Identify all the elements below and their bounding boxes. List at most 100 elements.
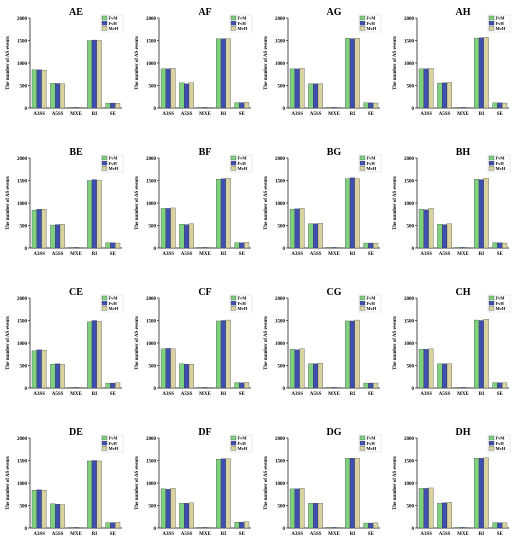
bar-mxe-fvh	[331, 527, 337, 529]
legend-swatch	[488, 26, 495, 31]
y-axis-label: The number of AS events	[393, 456, 398, 510]
x-tick-label: A5SS	[439, 252, 451, 257]
x-tick-label: A3SS	[420, 532, 432, 537]
y-tick-label: 1500	[275, 319, 286, 324]
y-tick-label: 500	[407, 84, 415, 89]
bar-mxe-fvm	[197, 527, 203, 529]
subplot-title: AF	[198, 7, 211, 18]
legend-swatch	[359, 295, 366, 301]
bar-a3ss-fvh	[294, 208, 300, 249]
y-tick-label: 0	[25, 527, 28, 532]
x-tick-label: RI	[92, 392, 98, 397]
y-tick-label: 2000	[146, 437, 157, 442]
x-tick-label: SE	[368, 112, 375, 117]
bar-ri-fvm	[87, 180, 93, 249]
y-tick-label: 1000	[404, 202, 415, 207]
legend-label: FvM	[496, 16, 506, 21]
y-tick-label: 2000	[146, 157, 157, 162]
y-tick-label: 500	[407, 224, 415, 229]
legend-swatch	[230, 435, 237, 441]
bar-ri-fvh	[220, 38, 226, 109]
bar-ri-fvh	[349, 458, 355, 529]
y-tick-label: 2000	[17, 157, 28, 162]
bar-a5ss-fvh	[313, 223, 319, 249]
y-tick-label: 1500	[146, 39, 157, 44]
x-tick-label: A3SS	[420, 112, 432, 117]
bar-se-fvh	[368, 522, 374, 529]
bar-a3ss-mvh	[170, 488, 176, 529]
legend-label: MvH	[496, 446, 506, 451]
y-tick-label: 0	[25, 107, 28, 112]
bar-ri-fvm	[474, 179, 480, 249]
y-tick-label: 2000	[404, 437, 415, 442]
x-tick-label: A3SS	[33, 252, 45, 257]
subplot-title: BH	[456, 147, 471, 158]
bar-a3ss-fvm	[160, 68, 166, 109]
subplot-bg: BG The number of AS events 0 500 1000 1500 200…	[264, 147, 382, 257]
y-tick-label: 500	[149, 224, 157, 229]
legend-swatch	[359, 155, 366, 161]
bar-se-mvh	[502, 242, 508, 249]
bar-ri-fvm	[474, 458, 480, 529]
bar-a5ss-mvh	[446, 502, 452, 529]
bar-a3ss-mvh	[41, 70, 47, 109]
bar-se-fvm	[105, 382, 111, 389]
legend-label: FvH	[367, 301, 376, 306]
bar-ri-mvh	[483, 319, 489, 389]
bar-a5ss-mvh	[188, 364, 194, 389]
bar-a3ss-fvm	[418, 68, 424, 109]
legend-label: MvH	[367, 166, 377, 171]
bar-mxe-mvh	[78, 247, 84, 249]
subplot-title: DE	[69, 427, 83, 438]
y-tick-label: 2000	[17, 17, 28, 22]
legend-label: MvH	[109, 306, 119, 311]
y-axis-label: The number of AS events	[264, 456, 269, 510]
bar-a3ss-fvh	[165, 348, 171, 389]
x-tick-label: RI	[350, 112, 356, 117]
x-tick-label: RI	[221, 392, 227, 397]
legend-label: FvM	[238, 296, 248, 301]
y-tick-label: 500	[149, 364, 157, 369]
bar-a3ss-fvm	[289, 349, 295, 389]
y-tick-label: 0	[412, 107, 415, 112]
bar-ri-fvh	[349, 177, 355, 249]
x-tick-label: A3SS	[162, 252, 174, 257]
legend-label: FvH	[238, 21, 247, 26]
y-tick-label: 1000	[404, 62, 415, 67]
bar-mxe-fvh	[202, 107, 208, 109]
bar-se-fvm	[105, 242, 111, 249]
x-tick-label: SE	[110, 392, 117, 397]
y-tick-label: 500	[278, 504, 286, 509]
legend-swatch	[230, 446, 237, 451]
bar-mxe-fvh	[331, 247, 337, 249]
x-tick-label: MXE	[70, 112, 82, 117]
bar-a3ss-fvm	[289, 488, 295, 529]
bar-mxe-fvh	[73, 107, 79, 109]
x-tick-label: A3SS	[291, 392, 303, 397]
x-tick-label: RI	[221, 252, 227, 257]
legend-swatch	[101, 15, 108, 21]
bar-a5ss-fvm	[50, 224, 56, 249]
bar-a5ss-mvh	[317, 83, 323, 109]
y-axis-label: The number of AS events	[135, 36, 140, 90]
y-tick-label: 2000	[275, 297, 286, 302]
y-tick-label: 0	[283, 527, 286, 532]
x-tick-label: SE	[239, 112, 246, 117]
bar-a5ss-fvh	[313, 83, 319, 109]
x-tick-label: RI	[92, 252, 98, 257]
x-tick-label: A5SS	[181, 532, 193, 537]
x-tick-label: RI	[92, 112, 98, 117]
y-tick-label: 1000	[146, 482, 157, 487]
bar-mxe-fvm	[326, 387, 332, 389]
bar-a3ss-fvm	[31, 350, 37, 389]
bar-a5ss-fvh	[442, 82, 448, 109]
bar-mxe-mvh	[336, 527, 342, 529]
legend-label: FvH	[109, 441, 118, 446]
y-tick-label: 1000	[404, 342, 415, 347]
bar-a5ss-fvh	[55, 363, 61, 389]
bar-se-fvm	[363, 382, 369, 389]
legend-label: FvM	[238, 16, 248, 21]
